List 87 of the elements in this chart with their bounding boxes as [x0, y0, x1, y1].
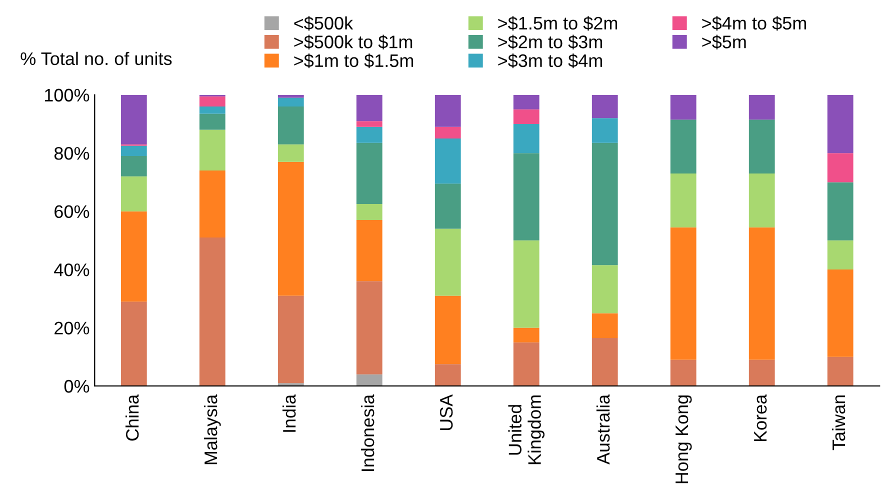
x-tick-label: Malaysia [204, 394, 221, 464]
bar [434, 296, 461, 364]
legend-label: >$2m to $3m [498, 34, 602, 50]
bar [356, 374, 382, 386]
bar [199, 170, 226, 238]
bar [513, 240, 540, 328]
bar [278, 144, 304, 162]
bar [356, 126, 382, 143]
bar [120, 156, 147, 176]
bar [513, 328, 540, 342]
y-tick-label: 80% [54, 147, 90, 160]
bar [199, 114, 226, 130]
y-tick-label: 20% [54, 322, 90, 334]
bar [748, 173, 775, 228]
bar [592, 313, 618, 338]
bar [278, 98, 304, 107]
bar [592, 94, 618, 118]
bar [513, 124, 540, 154]
bar [356, 121, 382, 127]
x-tick-label: Hong Kong [676, 395, 692, 484]
legend-label: <$500k [294, 16, 354, 31]
bar [513, 94, 540, 110]
bar [592, 142, 618, 266]
bar [670, 360, 696, 386]
bar [827, 356, 854, 386]
bar [513, 109, 540, 124]
legend-label: >$1m to $1.5m [294, 54, 414, 68]
bar [592, 265, 618, 314]
y-tick-label: 0% [64, 380, 90, 393]
x-tick-label: United Kingdom [508, 396, 545, 464]
bar [199, 106, 226, 114]
y-tick-label: 60% [54, 205, 90, 218]
legend-label: >$1.5m to $2m [498, 16, 618, 31]
bar [748, 120, 775, 174]
y-tick-label: 100% [44, 88, 90, 102]
bar [356, 142, 382, 204]
bar [434, 228, 461, 296]
bar [120, 211, 147, 302]
legend-label: >$500k to $1m [294, 34, 412, 50]
bar [434, 364, 461, 386]
bar [670, 94, 696, 120]
bar [434, 126, 461, 139]
bar [356, 220, 382, 282]
bar [356, 204, 382, 220]
bar [120, 176, 147, 212]
x-tick-label: Indonesia [360, 394, 374, 471]
bar [827, 240, 854, 270]
bar [748, 94, 775, 120]
bar [434, 94, 461, 127]
y-axis-title: % Total no. of units [20, 52, 172, 66]
bar [356, 94, 382, 122]
bar [434, 184, 461, 229]
bar [670, 120, 696, 174]
bar [513, 153, 540, 240]
legend-label: >$5m [702, 34, 746, 50]
bar [592, 338, 618, 386]
bar [120, 94, 147, 144]
bar [356, 281, 382, 374]
y-tick-label: 40% [54, 263, 90, 276]
bar [592, 118, 618, 143]
bar [513, 342, 540, 386]
bar [827, 94, 854, 154]
bar [434, 138, 461, 184]
x-tick-label: Korea [754, 394, 767, 442]
x-tick-label: USA [440, 394, 453, 430]
x-tick-label: Australia [596, 394, 610, 465]
bar [827, 270, 854, 357]
bar [120, 302, 147, 386]
legend-label: >$4m to $5m [702, 16, 806, 31]
bar [278, 162, 304, 296]
bar [120, 146, 147, 156]
bar [827, 182, 854, 240]
bar [278, 296, 304, 384]
x-tick-label: India [282, 394, 296, 432]
bar [199, 130, 226, 171]
bar [670, 173, 696, 228]
bar [278, 94, 304, 98]
x-tick-label: Taiwan [832, 395, 846, 450]
bar [199, 238, 226, 386]
bar [670, 227, 696, 360]
bar [199, 96, 226, 107]
bar [827, 153, 854, 182]
bar [278, 106, 304, 144]
bar [748, 227, 775, 360]
legend-label: >$3m to $4m [498, 54, 602, 68]
bar [748, 360, 775, 386]
x-tick-label: China [125, 394, 139, 441]
